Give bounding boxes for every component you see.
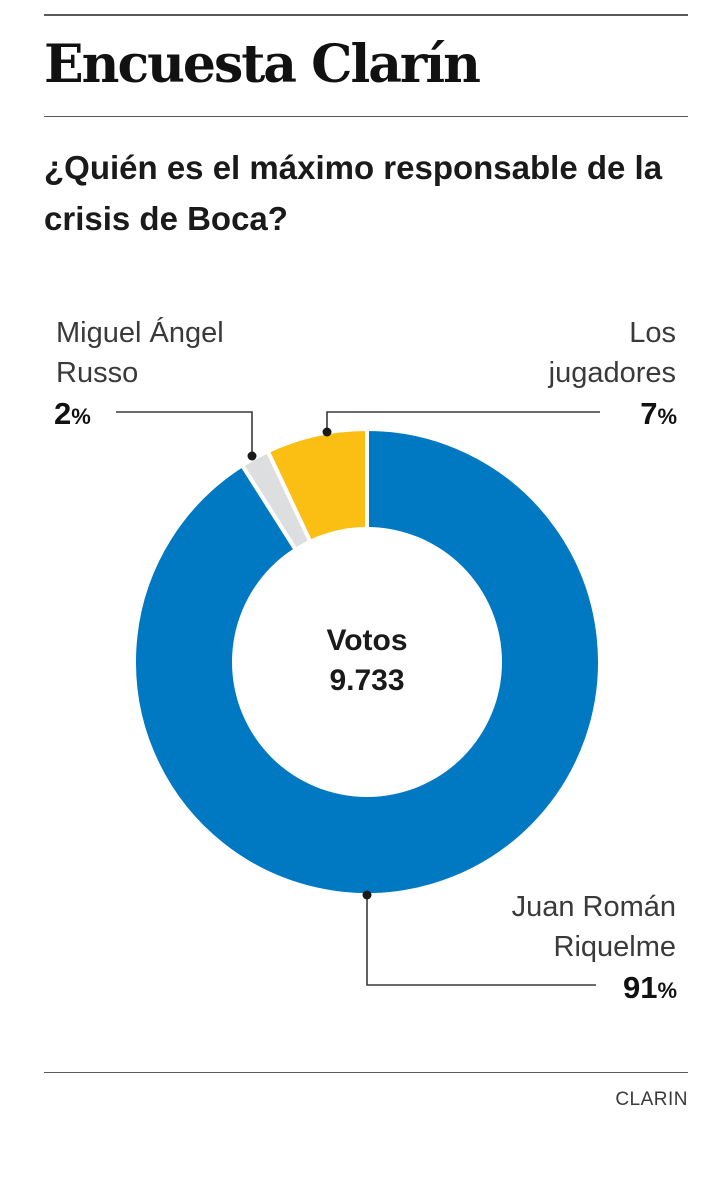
page-title: Encuesta Clarín — [44, 34, 481, 95]
leader-dot-jugadores — [322, 427, 332, 437]
leader-dot-riquelme — [362, 890, 372, 900]
leader-line-jugadores — [326, 411, 600, 432]
donut-hole — [232, 527, 502, 797]
leader-line-riquelme — [366, 895, 596, 986]
label-riquelme-line2: Riquelme — [554, 931, 677, 963]
leader-dots — [247, 427, 372, 900]
center-label: Votos — [326, 624, 407, 657]
title-rule — [44, 116, 688, 117]
label-jugadores-line2: jugadores — [548, 357, 676, 389]
label-riquelme-line1: Juan Román — [512, 891, 676, 923]
leader-lines — [116, 411, 600, 986]
label-jugadores-line1: Los — [629, 317, 676, 349]
bottom-rule — [44, 1072, 688, 1073]
label-riquelme-pct: 91% — [623, 970, 677, 1005]
center-value: 9.733 — [329, 664, 404, 697]
label-russo-pct: 2% — [54, 396, 91, 431]
label-russo-line2: Russo — [56, 357, 138, 389]
label-jugadores-pct: 7% — [640, 396, 677, 431]
label-russo-line1: Miguel Ángel — [56, 316, 224, 349]
poll-question: ¿Quién es el máximo responsable de la cr… — [44, 149, 663, 237]
leader-line-russo — [116, 411, 253, 456]
top-rule — [44, 14, 688, 16]
source-credit: CLARIN — [615, 1089, 688, 1110]
leader-dot-russo — [247, 451, 257, 461]
